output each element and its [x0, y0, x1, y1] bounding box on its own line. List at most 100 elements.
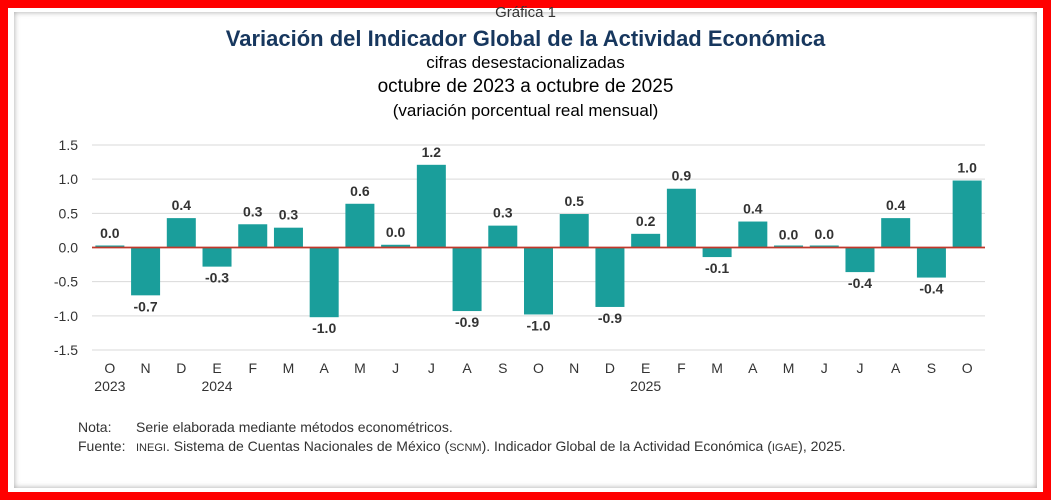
- data-label: 0.4: [743, 201, 763, 217]
- bar: [238, 224, 268, 248]
- y-tick-label: 0.0: [59, 240, 79, 256]
- bar: [202, 247, 232, 267]
- bar: [524, 247, 553, 315]
- bar: [916, 247, 946, 278]
- bar: [595, 247, 625, 307]
- x-year-label: 2023: [94, 378, 125, 394]
- x-tick-label: M: [283, 360, 295, 376]
- y-tick-label: 1.5: [59, 137, 79, 153]
- source-abbr-igae: IGAE: [771, 442, 799, 454]
- x-year-label: 2024: [201, 378, 232, 394]
- data-label: -0.1: [705, 260, 729, 276]
- source-text-1: . Sistema de Cuentas Nacionales de Méxic…: [165, 438, 450, 454]
- bar: [666, 188, 696, 248]
- x-tick-label: O: [962, 360, 973, 376]
- bar: [631, 233, 661, 248]
- x-tick-label: J: [821, 360, 828, 376]
- chart-title: Variación del Indicador Global de la Act…: [225, 26, 826, 51]
- bar: [345, 203, 375, 248]
- chart-number-label: Gráfica 1: [495, 4, 556, 21]
- data-label: 0.5: [564, 193, 584, 209]
- data-label: 0.0: [815, 226, 835, 242]
- chart-units: (variación porcentual real mensual): [392, 101, 659, 120]
- source-abbr-scnm: SCNM: [449, 442, 482, 454]
- data-label: 0.3: [279, 207, 299, 223]
- x-tick-label: O: [533, 360, 544, 376]
- data-label: -1.0: [526, 317, 550, 333]
- x-tick-label: E: [641, 360, 650, 376]
- x-tick-label: M: [783, 360, 795, 376]
- chart-notes: Nota: Serie elaborada mediante métodos ec…: [78, 418, 846, 458]
- data-label: 1.0: [957, 160, 977, 176]
- bar: [881, 218, 911, 248]
- bar: [452, 247, 482, 312]
- data-label: -0.9: [598, 310, 622, 326]
- bar: [559, 214, 589, 248]
- y-tick-label: -1.0: [54, 308, 78, 324]
- note-text: Serie elaborada mediante métodos economé…: [136, 419, 453, 435]
- x-tick-label: A: [748, 360, 758, 376]
- bar: [131, 247, 161, 296]
- bar: [845, 247, 875, 273]
- data-label: -0.9: [455, 314, 479, 330]
- data-label: 0.0: [779, 227, 799, 243]
- data-label: -1.0: [312, 320, 336, 336]
- data-label: 0.3: [493, 205, 513, 221]
- x-tick-label: S: [498, 360, 507, 376]
- bar: [381, 244, 411, 248]
- x-tick-label: O: [104, 360, 115, 376]
- data-label: 0.4: [172, 197, 192, 213]
- x-tick-label: M: [354, 360, 366, 376]
- x-tick-label: J: [856, 360, 863, 376]
- x-tick-label: F: [248, 360, 257, 376]
- source-org: INEGI: [136, 442, 166, 454]
- bar: [774, 245, 804, 248]
- bar: [309, 247, 339, 318]
- chart-period: octubre de 2023 a octubre de 2025: [377, 76, 674, 97]
- y-tick-label: 1.0: [59, 171, 79, 187]
- bar: [952, 180, 982, 248]
- chart-subtitle: cifras desestacionalizadas: [426, 53, 625, 72]
- x-tick-label: J: [428, 360, 435, 376]
- x-tick-label: N: [141, 360, 151, 376]
- source-text-2: ). Indicador Global de la Actividad Econ…: [481, 438, 772, 454]
- note-label: Nota:: [78, 419, 112, 435]
- source-text-3: ), 2025.: [798, 438, 846, 454]
- x-tick-label: A: [462, 360, 472, 376]
- x-tick-label: A: [320, 360, 330, 376]
- x-tick-label: E: [212, 360, 221, 376]
- x-tick-label: J: [392, 360, 399, 376]
- x-tick-label: S: [927, 360, 936, 376]
- x-year-label: 2025: [630, 378, 661, 394]
- data-label: 0.6: [350, 183, 370, 199]
- x-tick-label: M: [711, 360, 723, 376]
- data-label: 0.3: [243, 203, 263, 219]
- data-label: -0.4: [848, 275, 872, 291]
- y-tick-label: -1.5: [54, 342, 78, 358]
- note-line: Nota: Serie elaborada mediante métodos ec…: [78, 418, 846, 437]
- x-tick-label: F: [677, 360, 686, 376]
- data-label: 0.4: [886, 197, 906, 213]
- data-label: -0.4: [919, 281, 943, 297]
- y-tick-label: -0.5: [54, 274, 78, 290]
- bar: [166, 218, 196, 248]
- data-label: -0.7: [134, 298, 158, 314]
- bar: [809, 245, 839, 248]
- data-label: 1.2: [422, 144, 442, 160]
- x-tick-label: D: [605, 360, 615, 376]
- x-tick-label: A: [891, 360, 901, 376]
- bar: [738, 221, 768, 248]
- data-label: -0.3: [205, 270, 229, 286]
- data-label: 0.0: [386, 224, 406, 240]
- data-label: 0.2: [636, 213, 656, 229]
- bar: [702, 247, 732, 258]
- bar: [416, 164, 446, 248]
- y-tick-label: 0.5: [59, 205, 79, 221]
- data-label: 0.0: [100, 225, 120, 241]
- bar: [273, 227, 303, 248]
- x-tick-label: N: [569, 360, 579, 376]
- bar: [488, 225, 518, 248]
- bar: [95, 245, 125, 248]
